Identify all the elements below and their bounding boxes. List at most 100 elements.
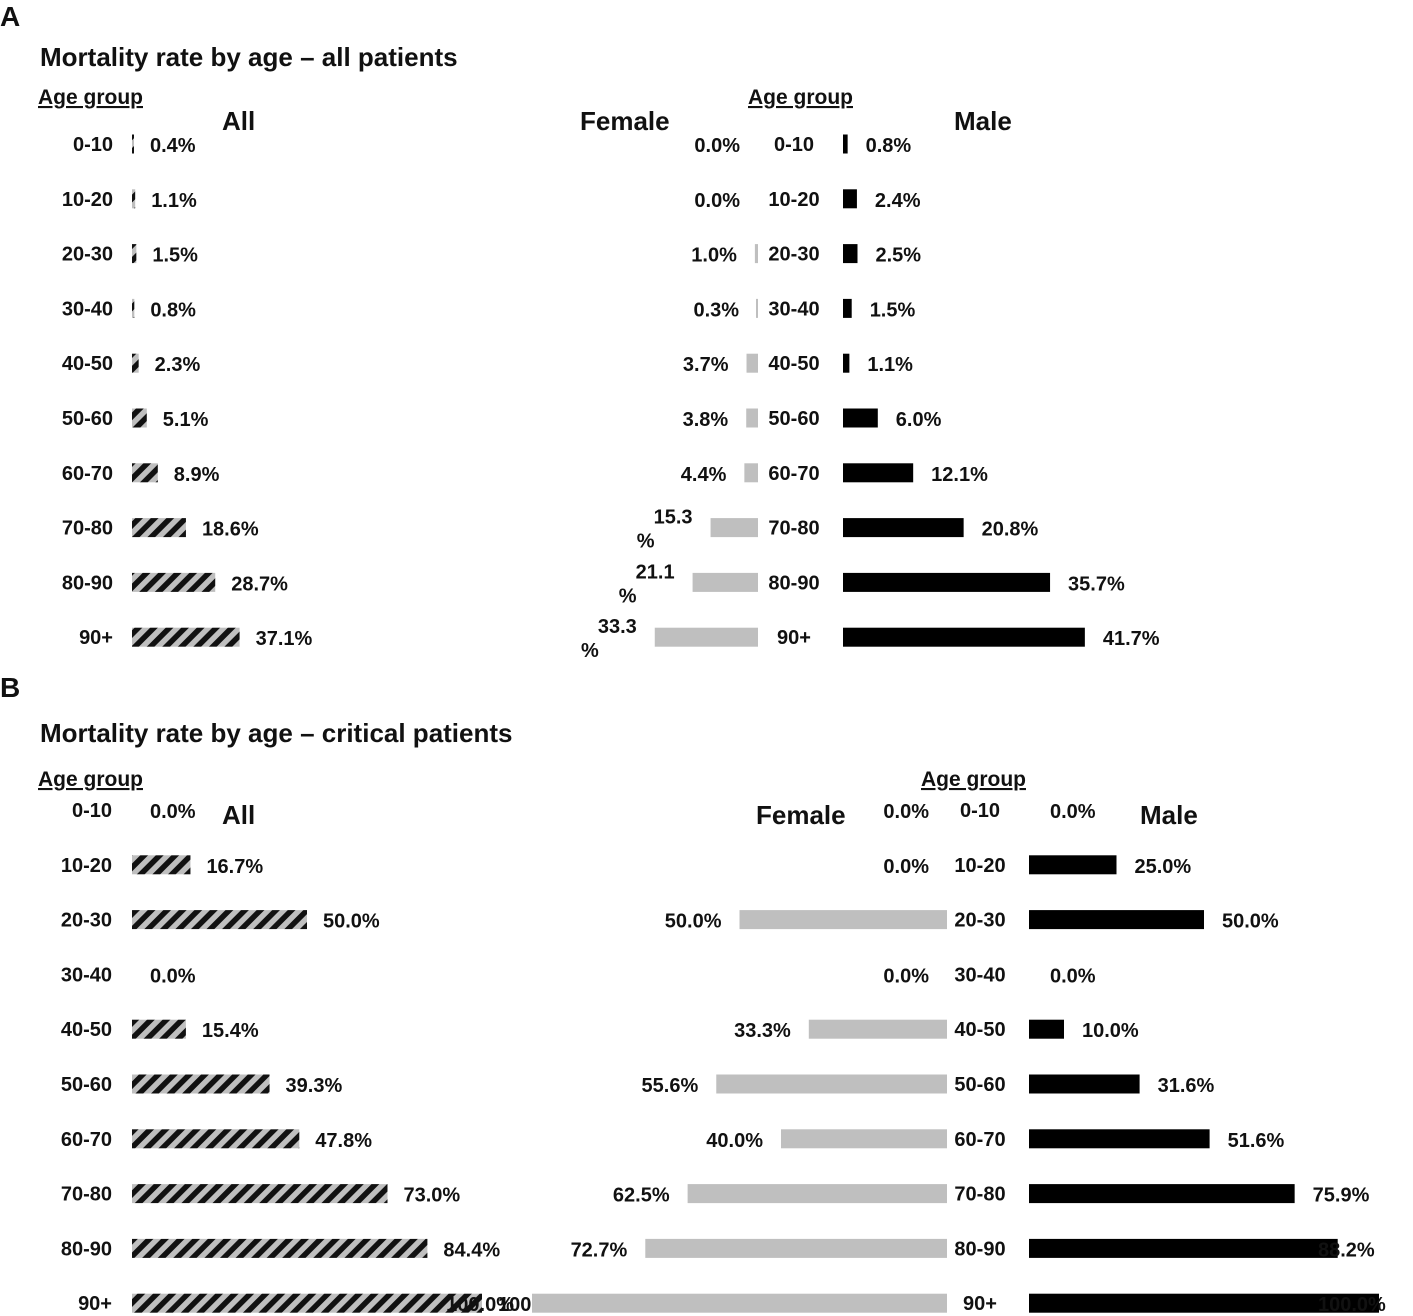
panel-a-age-label-mid: 30-40 <box>768 298 819 320</box>
panel-a-bar-male <box>843 463 914 483</box>
panel-a-value-label-all: 1.1% <box>151 190 197 212</box>
panel-a-bar-all <box>132 572 216 592</box>
panel-a-age-label-left: 60-70 <box>62 463 113 485</box>
panel-a-value-label-all: 1.5% <box>152 245 198 267</box>
panel-a-age-label-mid: 90+ <box>777 627 811 649</box>
panel-letter-b: B <box>0 672 20 703</box>
panel-b-age-label-left: 90+ <box>78 1293 112 1315</box>
panel-a-value-label-all: 28.7% <box>231 573 288 595</box>
panel-b-age-label-mid: 0-10 <box>960 800 1000 822</box>
panel-a-value-label-all: 5.1% <box>163 409 209 431</box>
panel-a-series-title-female: Female <box>580 106 670 136</box>
panel-a-value-label-all: 18.6% <box>202 519 259 541</box>
panel-a-value-label-male: 0.8% <box>866 135 912 157</box>
panel-letter-a: A <box>0 1 20 32</box>
panel-a-value-label-all: 37.1% <box>256 628 313 650</box>
panel-b-age-label-left: 40-50 <box>61 1019 112 1041</box>
panel-b-value-label-all: 39.3% <box>286 1075 343 1097</box>
panel-a-bar-female <box>746 408 758 428</box>
panel-a-bar-all <box>132 518 186 538</box>
panel-a-age-label-mid: 10-20 <box>768 189 819 211</box>
panel-b-title: Mortality rate by age – critical patient… <box>40 718 513 748</box>
panel-a-value-label-male: 20.8% <box>982 519 1039 541</box>
panel-b-age-label-mid: 60-70 <box>954 1129 1005 1151</box>
panel-b-age-label-left: 80-90 <box>61 1238 112 1260</box>
panel-a-bar-male <box>843 189 857 209</box>
panel-b-bar-male <box>1029 1293 1379 1313</box>
panel-b-value-label-female: 62.5% <box>613 1185 670 1207</box>
panel-a-value-label-female: 0.3% <box>693 299 739 321</box>
panel-b-bar-female <box>532 1293 947 1313</box>
panel-b-age-label-mid: 80-90 <box>954 1238 1005 1260</box>
panel-b-value-label-male: 25.0% <box>1135 856 1192 878</box>
panel-b-series-title-all: All <box>222 800 255 830</box>
panel-a-age-label-left: 10-20 <box>62 189 113 211</box>
panel-a-bar-female <box>710 518 758 538</box>
panel-a-value-label-female: 15.3% <box>637 507 693 553</box>
panel-b-bar-all <box>132 1019 186 1039</box>
panel-b-bar-all <box>132 1074 270 1094</box>
panel-b-value-label-all: 16.7% <box>206 856 263 878</box>
panel-a-bar-female <box>756 298 758 318</box>
panel-a-age-label-left: 90+ <box>79 627 113 649</box>
panel-b-bar-all <box>132 1238 428 1258</box>
panel-a-value-label-all: 0.4% <box>150 135 196 157</box>
panel-b-age-label-mid: 40-50 <box>954 1019 1005 1041</box>
panel-a-age-label-left: 30-40 <box>62 298 113 320</box>
panel-b-age-label-left: 60-70 <box>61 1129 112 1151</box>
panel-b-bar-male <box>1029 1129 1210 1149</box>
panel-a-value-label-female: 21.1% <box>619 561 675 607</box>
panel-b-age-group-header-left: Age group <box>38 768 143 791</box>
panel-a-bar-female <box>746 353 758 373</box>
panel-a-series-title-male: Male <box>954 106 1012 136</box>
panel-b-age-label-mid: 90+ <box>963 1293 997 1315</box>
panel-b-value-label-all: 0.0% <box>150 801 196 823</box>
panel-b-value-label-all: 50.0% <box>323 911 380 933</box>
panel-b-bar-female <box>716 1074 947 1094</box>
panel-a-age-group-header-right: Age group <box>748 86 853 109</box>
panel-b-bar-all <box>132 910 307 930</box>
panel-a-bar-male <box>843 518 964 538</box>
panel-b-value-label-male: 31.6% <box>1158 1075 1215 1097</box>
panel-b-value-label-female: 33.3% <box>734 1020 791 1042</box>
panel-a-bars: 0-10 0-10 0.4% 0.0% 0.8% 10-20 10-20 1.1% 0.0% 2.… <box>62 134 1160 662</box>
panel-b-age-label-left: 0-10 <box>72 800 112 822</box>
panel-a-value-label-male: 2.5% <box>876 245 922 267</box>
panel-a-age-label-mid: 70-80 <box>768 518 819 540</box>
panel-a-age-label-mid: 0-10 <box>774 134 814 156</box>
panel-a-bar-male <box>843 353 850 373</box>
panel-a-value-label-all: 8.9% <box>174 464 220 486</box>
panel-a-title: Mortality rate by age – all patients <box>40 42 458 72</box>
panel-b-series-title-male: Male <box>1140 800 1198 830</box>
panel-b-value-label-female: 0.0% <box>883 801 929 823</box>
panel-b-bar-female <box>687 1184 947 1204</box>
panel-a-bar-all <box>132 463 158 483</box>
panel-b-bar-all <box>132 855 191 875</box>
panel-a-value-label-male: 41.7% <box>1103 628 1160 650</box>
panel-a-age-label-mid: 40-50 <box>768 353 819 375</box>
panel-a-bar-male <box>843 408 878 428</box>
panel-b-value-label-all: 84.4% <box>443 1239 500 1261</box>
panel-b-value-label-female: 0.0% <box>883 856 929 878</box>
panel-a-bar-male <box>843 244 858 264</box>
panel-a-value-label-male: 2.4% <box>875 190 921 212</box>
panel-a-age-label-mid: 80-90 <box>768 572 819 594</box>
panel-a-bar-male <box>843 572 1051 592</box>
panel-b-value-label-all: 47.8% <box>315 1130 372 1152</box>
panel-b-bar-female <box>808 1019 947 1039</box>
panel-a-value-label-male: 12.1% <box>931 464 988 486</box>
panel-b-value-label-all: 15.4% <box>202 1020 259 1042</box>
panel-a-bar-female <box>744 463 758 483</box>
panel-b-bar-female <box>645 1238 947 1258</box>
panel-b-bar-male <box>1029 910 1204 930</box>
panel-a-age-label-left: 40-50 <box>62 353 113 375</box>
panel-a-age-label-left: 50-60 <box>62 408 113 430</box>
panel-a-value-label-female: 0.0% <box>694 190 740 212</box>
panel-a-age-label-mid: 20-30 <box>768 244 819 266</box>
panel-a-series-title-all: All <box>222 106 255 136</box>
panel-b-value-label-male: 0.0% <box>1050 801 1096 823</box>
panel-b-age-label-mid: 10-20 <box>954 855 1005 877</box>
panel-b-value-label-all: 0.0% <box>150 965 196 987</box>
panel-b-value-label-male: 51.6% <box>1228 1130 1285 1152</box>
panel-b-bar-all <box>132 1293 482 1313</box>
